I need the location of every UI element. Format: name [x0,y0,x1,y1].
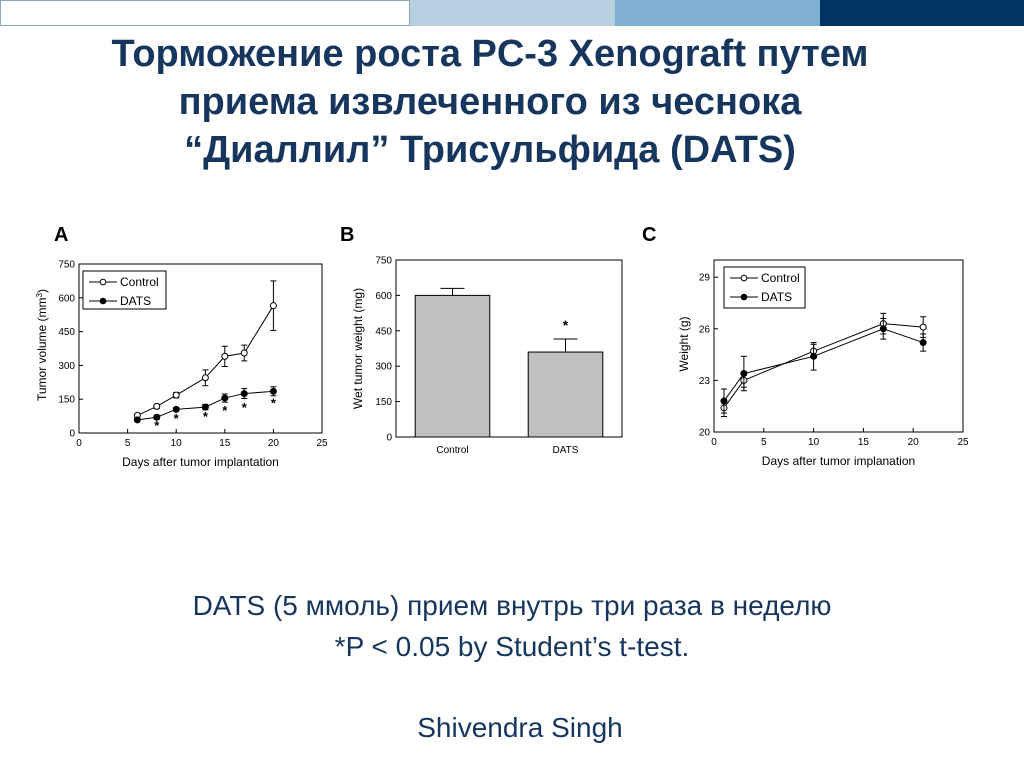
caption-line-1: DATS (5 ммоль) прием внутрь три раза в н… [192,590,832,621]
significance-star: * [222,403,228,418]
data-point-control [240,349,248,357]
x-tick-label: 20 [908,437,920,448]
significance-star: * [271,396,277,411]
x-tick-label: 25 [957,437,969,448]
data-point-control [269,302,277,310]
panel-label-a: A [54,224,69,246]
x-tick-label: 15 [858,437,870,448]
caption-line-2: *P < 0.05 by Student’s t-test. [334,631,690,662]
legend-marker [740,293,748,301]
y-tick-label: 300 [58,361,75,372]
data-point-control [221,352,229,360]
x-tick-label: 5 [125,438,131,449]
y-axis-label: Tumor volume (mm3) [35,289,50,401]
legend-box [723,266,806,309]
data-point-dats [720,397,728,405]
plot-frame [395,259,623,438]
slide-title: Торможение роста PC-3 Xenograft путем пр… [0,30,980,174]
data-point-dats [879,325,887,333]
x-tick-label: 10 [808,437,820,448]
data-point-dats [201,403,209,411]
y-tick-label: 750 [58,260,75,271]
y-tick-label: 23 [699,376,711,387]
data-point-dats [240,390,248,398]
x-tick-label: 20 [268,438,280,449]
data-point-control [919,323,927,331]
y-tick-label: 450 [58,327,75,338]
y-tick-label: 150 [58,395,75,406]
x-axis-label: Days after tumor implantation [122,455,279,469]
significance-star: * [174,411,180,426]
x-tick-label: 0 [76,438,82,449]
y-tick-label: 750 [375,256,392,267]
plot-frame [713,259,964,433]
y-axis-label: Weight (g) [677,316,691,371]
significance-star: * [242,400,248,415]
top-bar-segment [410,0,615,26]
legend-marker [99,278,107,286]
x-tick-label: 0 [711,437,717,448]
slide-title-line: Торможение роста PC-3 Xenograft путем [111,33,869,75]
data-point-dats [810,352,818,360]
y-tick-label: 300 [375,362,392,373]
slide-title-line: приема извлеченного из чеснока [178,81,802,123]
plot-frame [78,263,323,434]
x-axis-label: Days after tumor implanation [762,454,915,468]
panel-label-b: B [340,224,355,246]
legend-label: Control [120,275,159,289]
top-bar-segment [820,0,1024,26]
significance-star: * [203,409,209,424]
significance-star: * [154,418,160,433]
data-point-dats [133,416,141,424]
y-tick-label: 600 [375,291,392,302]
data-point-dats [269,387,277,395]
series-line-dats [723,328,924,402]
y-tick-label: 0 [386,433,392,444]
bar-control [414,294,491,438]
data-point-dats [740,370,748,378]
y-tick-label: 150 [375,397,392,408]
category-label: DATS [553,445,579,456]
slide-title-line: “Диаллил” Трисульфида (DATS) [184,129,796,171]
y-tick-label: 26 [699,324,711,335]
legend-label: Control [761,271,800,285]
data-point-dats [221,394,229,402]
legend-box [82,270,167,310]
top-decorative-bar [0,0,1024,26]
category-label: Control [436,445,468,456]
bar-dats [527,351,604,438]
y-axis-label: Wet tumor weight (mg) [351,288,365,409]
x-tick-label: 5 [761,437,767,448]
data-point-control [201,374,209,382]
data-point-control [172,391,180,399]
series-line-control [723,323,924,409]
author-name: Shivendra Singh [417,712,623,743]
legend-label: DATS [120,294,151,308]
legend-marker [740,274,748,282]
y-tick-label: 0 [69,429,75,440]
significance-star: * [563,317,569,333]
data-point-dats [172,405,180,413]
legend-marker [99,297,107,305]
data-point-dats [919,339,927,347]
panel-label-c: C [642,224,657,246]
x-tick-label: 10 [171,438,183,449]
y-axis-label-superscript: 3 [35,292,44,297]
legend-label: DATS [761,290,792,304]
data-point-dats [153,413,161,421]
data-point-control [153,402,161,410]
top-bar-segment [615,0,820,26]
y-tick-label: 20 [699,428,711,439]
x-tick-label: 15 [219,438,231,449]
y-tick-label: 600 [58,293,75,304]
series-line-control [137,305,274,416]
top-bar-segment [0,0,410,26]
y-tick-label: 29 [699,273,711,284]
x-tick-label: 25 [316,438,328,449]
y-tick-label: 450 [375,326,392,337]
